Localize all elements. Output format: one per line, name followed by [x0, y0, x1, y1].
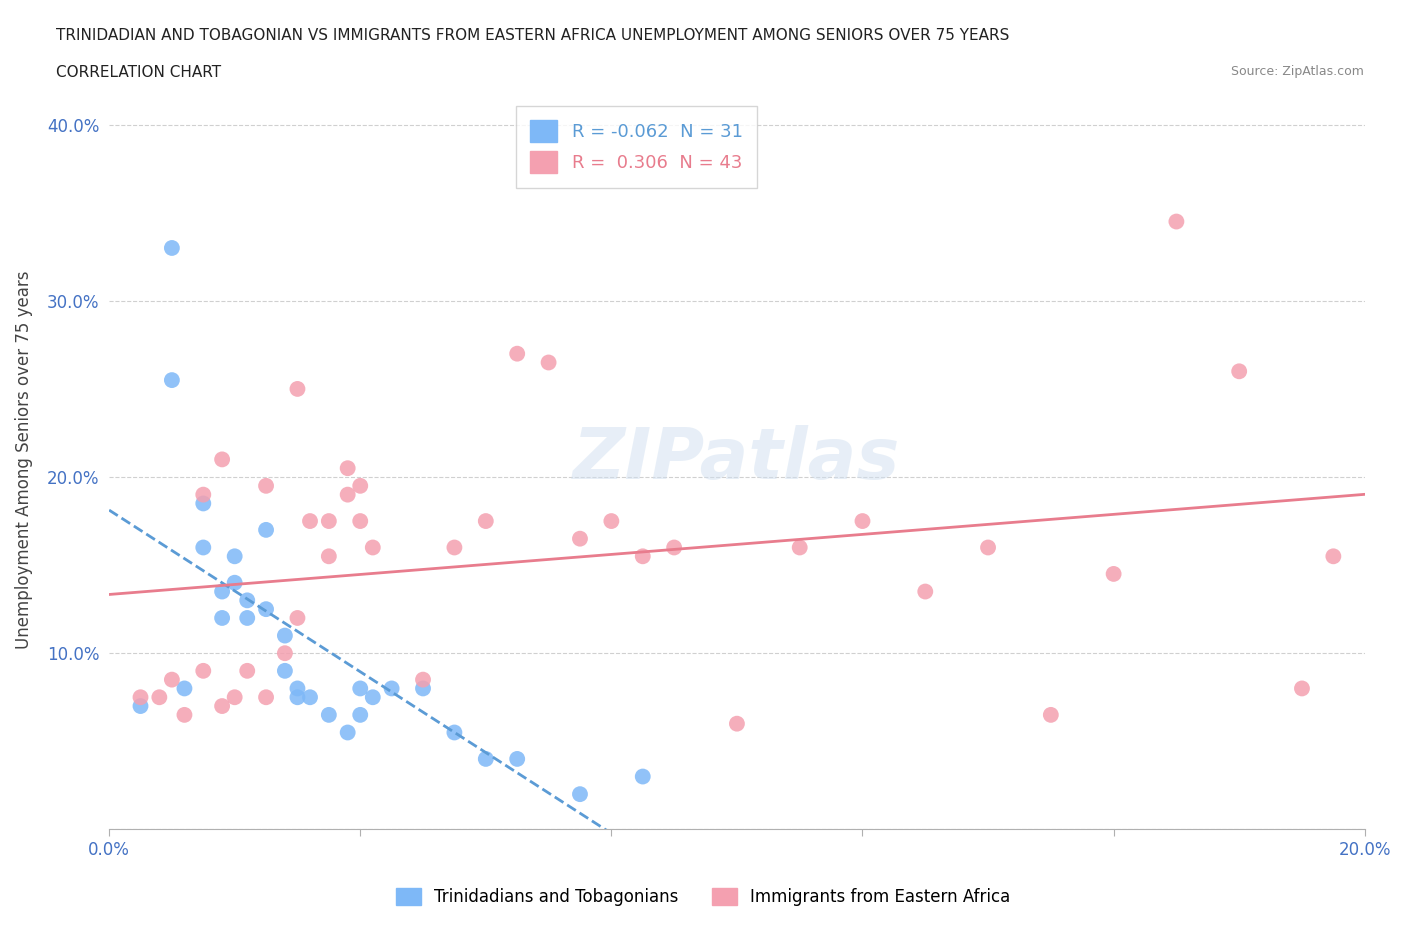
Point: [1227, 364, 1250, 379]
Point: [254, 523, 277, 538]
Point: [274, 628, 297, 643]
Point: [287, 681, 309, 696]
Point: [725, 716, 748, 731]
Point: [412, 681, 434, 696]
Point: [361, 540, 384, 555]
Point: [173, 681, 195, 696]
Point: [287, 381, 309, 396]
Point: [336, 487, 359, 502]
Point: [349, 681, 371, 696]
Point: [349, 708, 371, 723]
Point: [224, 576, 246, 591]
Point: [193, 540, 215, 555]
Point: [600, 513, 623, 528]
Point: [1291, 681, 1313, 696]
Point: [211, 584, 233, 599]
Point: [443, 540, 465, 555]
Point: [1166, 214, 1188, 229]
Point: [506, 346, 529, 361]
Text: Source: ZipAtlas.com: Source: ZipAtlas.com: [1230, 65, 1364, 78]
Y-axis label: Unemployment Among Seniors over 75 years: Unemployment Among Seniors over 75 years: [15, 270, 32, 648]
Point: [236, 663, 259, 678]
Point: [211, 452, 233, 467]
Point: [298, 690, 321, 705]
Point: [1322, 549, 1344, 564]
Point: [381, 681, 404, 696]
Text: CORRELATION CHART: CORRELATION CHART: [56, 65, 221, 80]
Point: [254, 478, 277, 493]
Point: [569, 531, 592, 546]
Text: ZIPatlas: ZIPatlas: [574, 425, 901, 494]
Point: [160, 672, 183, 687]
Point: [336, 725, 359, 740]
Point: [475, 751, 498, 766]
Point: [236, 610, 259, 625]
Point: [160, 373, 183, 388]
Point: [318, 708, 340, 723]
Point: [318, 549, 340, 564]
Point: [193, 663, 215, 678]
Legend: R = -0.062  N = 31, R =  0.306  N = 43: R = -0.062 N = 31, R = 0.306 N = 43: [516, 106, 758, 188]
Point: [789, 540, 811, 555]
Point: [148, 690, 170, 705]
Point: [254, 602, 277, 617]
Point: [193, 496, 215, 511]
Point: [506, 751, 529, 766]
Point: [298, 513, 321, 528]
Point: [254, 690, 277, 705]
Point: [631, 769, 654, 784]
Point: [443, 725, 465, 740]
Point: [211, 610, 233, 625]
Point: [631, 549, 654, 564]
Point: [336, 460, 359, 475]
Point: [412, 672, 434, 687]
Point: [224, 690, 246, 705]
Point: [1102, 566, 1125, 581]
Point: [475, 513, 498, 528]
Point: [160, 241, 183, 256]
Point: [274, 663, 297, 678]
Legend: Trinidadians and Tobagonians, Immigrants from Eastern Africa: Trinidadians and Tobagonians, Immigrants…: [389, 881, 1017, 912]
Point: [173, 708, 195, 723]
Point: [211, 698, 233, 713]
Point: [224, 549, 246, 564]
Text: TRINIDADIAN AND TOBAGONIAN VS IMMIGRANTS FROM EASTERN AFRICA UNEMPLOYMENT AMONG : TRINIDADIAN AND TOBAGONIAN VS IMMIGRANTS…: [56, 28, 1010, 43]
Point: [851, 513, 873, 528]
Point: [349, 513, 371, 528]
Point: [193, 487, 215, 502]
Point: [349, 478, 371, 493]
Point: [236, 593, 259, 608]
Point: [537, 355, 560, 370]
Point: [914, 584, 936, 599]
Point: [1039, 708, 1062, 723]
Point: [129, 690, 152, 705]
Point: [318, 513, 340, 528]
Point: [569, 787, 592, 802]
Point: [662, 540, 685, 555]
Point: [274, 645, 297, 660]
Point: [129, 698, 152, 713]
Point: [361, 690, 384, 705]
Point: [287, 690, 309, 705]
Point: [287, 610, 309, 625]
Point: [977, 540, 1000, 555]
